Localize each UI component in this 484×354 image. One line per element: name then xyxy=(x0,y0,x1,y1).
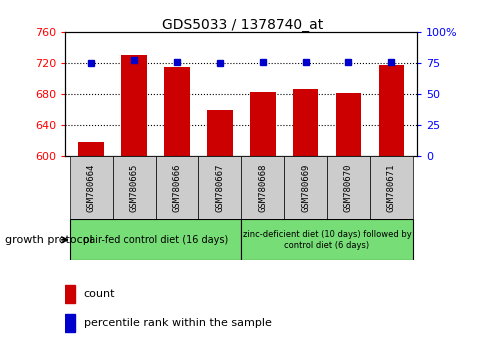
Bar xyxy=(78,142,104,156)
Bar xyxy=(241,156,284,219)
Text: GSM780671: GSM780671 xyxy=(386,164,395,212)
Text: GSM780668: GSM780668 xyxy=(257,164,267,212)
Bar xyxy=(369,156,412,219)
Bar xyxy=(70,156,112,219)
Bar xyxy=(207,110,232,156)
Bar xyxy=(65,285,75,303)
Bar xyxy=(249,92,275,156)
Text: pair-fed control diet (16 days): pair-fed control diet (16 days) xyxy=(83,235,227,245)
Text: GSM780666: GSM780666 xyxy=(172,164,181,212)
Bar xyxy=(164,68,189,156)
Bar xyxy=(70,219,241,260)
Text: GSM780665: GSM780665 xyxy=(129,164,138,212)
Bar xyxy=(121,55,147,156)
Bar xyxy=(292,89,318,156)
Text: GSM780670: GSM780670 xyxy=(343,164,352,212)
Bar xyxy=(284,156,326,219)
Text: growth protocol: growth protocol xyxy=(5,235,92,245)
Bar xyxy=(335,93,361,156)
Text: GSM780669: GSM780669 xyxy=(301,164,309,212)
Bar xyxy=(112,156,155,219)
Text: GSM780664: GSM780664 xyxy=(87,164,95,212)
Bar xyxy=(65,314,75,332)
Bar xyxy=(155,156,198,219)
Bar xyxy=(241,219,412,260)
Text: GSM780667: GSM780667 xyxy=(215,164,224,212)
Bar xyxy=(198,156,241,219)
Text: count: count xyxy=(84,289,115,299)
Text: percentile rank within the sample: percentile rank within the sample xyxy=(84,318,271,328)
Text: zinc-deficient diet (10 days) followed by
control diet (6 days): zinc-deficient diet (10 days) followed b… xyxy=(242,230,410,250)
Text: GDS5033 / 1378740_at: GDS5033 / 1378740_at xyxy=(162,18,322,32)
Bar xyxy=(378,65,403,156)
Bar xyxy=(326,156,369,219)
